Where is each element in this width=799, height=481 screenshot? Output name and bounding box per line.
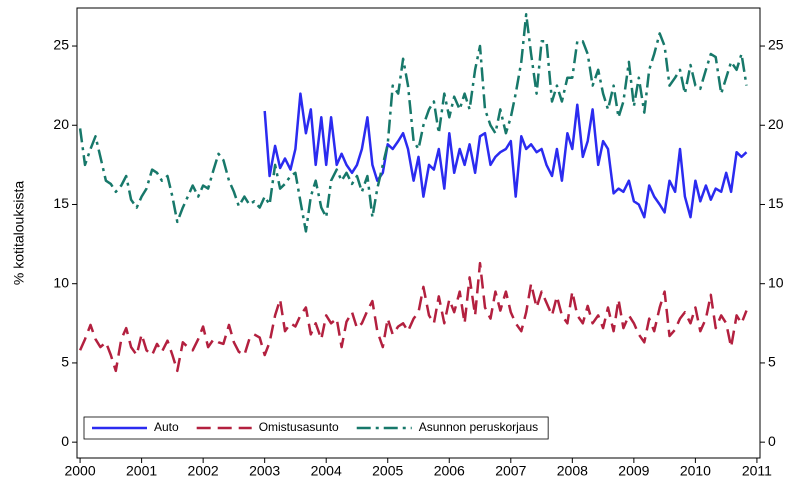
y-tick-label: 15: [53, 195, 69, 211]
x-tick-label: 2009: [618, 463, 649, 479]
y-tick-label: 20: [53, 116, 69, 132]
x-tick-label: 2003: [249, 463, 280, 479]
x-tick-label: 2001: [126, 463, 157, 479]
x-tick-label: 2002: [188, 463, 219, 479]
x-tick-label: 2007: [495, 463, 526, 479]
x-tick-label: 2000: [64, 463, 95, 479]
legend-box: [83, 416, 549, 440]
x-tick-label: 2005: [372, 463, 403, 479]
y2-tick-label: 10: [768, 274, 784, 290]
y-axis-label: % kotitalouksista: [11, 181, 27, 285]
legend-label: Asunnon peruskorjaus: [419, 420, 538, 434]
x-tick-label: 2006: [434, 463, 465, 479]
series-line: [78, 13, 748, 233]
y2-tick-label: 5: [768, 354, 776, 370]
x-tick-label: 2011: [742, 463, 772, 479]
y2-tick-label: 0: [768, 433, 776, 449]
y-tick-label: 0: [61, 433, 69, 449]
y-tick-label: 10: [53, 274, 69, 290]
legend-label: Auto: [154, 420, 179, 434]
x-tick-label: 2004: [311, 463, 342, 479]
y-tick-label: 25: [53, 37, 69, 53]
y2-tick-label: 20: [768, 116, 784, 132]
plot-frame: [76, 7, 761, 459]
legend-label: Omistusasunto: [259, 420, 339, 434]
x-tick-label: 2008: [557, 463, 588, 479]
y-tick-label: 5: [61, 354, 69, 370]
x-tick-label: 2010: [680, 463, 711, 479]
y2-tick-label: 25: [768, 37, 784, 53]
series-line: [78, 261, 748, 373]
series-line: [263, 92, 748, 219]
y2-tick-label: 15: [768, 195, 784, 211]
